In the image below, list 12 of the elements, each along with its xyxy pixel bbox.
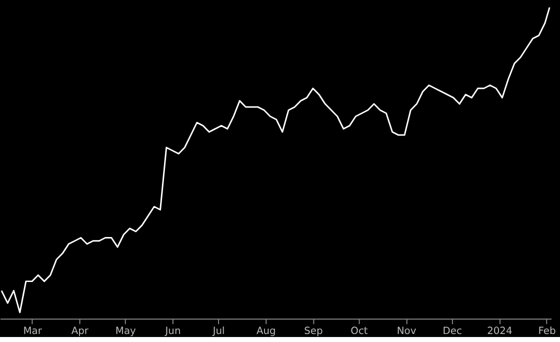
x-tick-label: Nov [396,326,416,338]
x-tick-label: Apr [71,326,90,338]
x-tick-label: Dec [442,326,462,338]
x-tick-label: Feb [538,326,556,338]
x-tick-label: Aug [256,326,276,338]
x-tick-label: Oct [350,326,368,338]
x-tick-label: May [115,326,136,338]
x-tick-label: Mar [23,326,43,338]
x-tick-label: Jul [212,326,225,338]
x-tick-label: Sep [304,326,323,338]
x-tick-label: 2024 [487,326,512,338]
x-tick-label: Jun [164,326,181,338]
